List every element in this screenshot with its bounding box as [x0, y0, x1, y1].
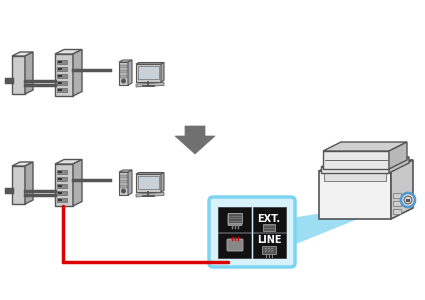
Bar	[57, 74, 67, 78]
Polygon shape	[136, 62, 164, 64]
Bar	[263, 224, 275, 230]
Polygon shape	[119, 170, 132, 172]
Polygon shape	[136, 64, 161, 82]
Polygon shape	[55, 54, 73, 96]
Bar	[324, 173, 386, 181]
Polygon shape	[119, 60, 132, 62]
Bar	[120, 175, 127, 178]
Polygon shape	[321, 167, 389, 173]
Bar	[58, 178, 62, 180]
Bar	[58, 192, 62, 194]
Polygon shape	[12, 52, 33, 56]
Polygon shape	[128, 60, 132, 85]
Polygon shape	[12, 56, 25, 94]
Bar	[120, 75, 127, 78]
Circle shape	[271, 248, 273, 249]
Circle shape	[265, 250, 267, 252]
Bar	[406, 199, 410, 202]
Bar	[58, 199, 62, 201]
Bar	[57, 170, 67, 174]
Polygon shape	[55, 160, 82, 164]
Text: LINE: LINE	[257, 235, 281, 245]
Circle shape	[265, 248, 267, 249]
Bar	[57, 67, 67, 71]
Bar	[393, 209, 401, 214]
Polygon shape	[323, 151, 389, 169]
Polygon shape	[175, 126, 215, 154]
Polygon shape	[389, 142, 407, 169]
Circle shape	[122, 79, 125, 83]
Polygon shape	[389, 157, 409, 173]
Bar	[58, 185, 62, 187]
Bar	[57, 81, 67, 85]
Circle shape	[122, 189, 125, 193]
Bar	[262, 246, 276, 254]
Bar	[58, 171, 62, 173]
Bar	[57, 177, 67, 181]
Polygon shape	[323, 142, 407, 151]
Polygon shape	[73, 50, 82, 96]
Polygon shape	[136, 172, 164, 174]
Bar	[57, 88, 67, 92]
Bar	[58, 75, 62, 77]
Polygon shape	[119, 62, 128, 85]
Bar	[120, 180, 127, 183]
Bar	[393, 193, 401, 198]
Polygon shape	[128, 170, 132, 195]
Bar	[58, 61, 62, 63]
Polygon shape	[55, 164, 73, 206]
Polygon shape	[55, 50, 82, 54]
Bar	[218, 233, 251, 258]
Polygon shape	[136, 82, 164, 87]
Polygon shape	[12, 162, 33, 166]
Bar	[393, 201, 401, 206]
Circle shape	[271, 250, 273, 252]
Circle shape	[268, 250, 270, 252]
Polygon shape	[136, 174, 161, 192]
Bar	[58, 82, 62, 84]
Bar	[57, 184, 67, 188]
FancyBboxPatch shape	[209, 197, 295, 267]
Polygon shape	[12, 166, 25, 204]
Bar	[228, 212, 242, 223]
Bar	[58, 68, 62, 70]
Bar	[218, 207, 251, 232]
Bar	[57, 191, 67, 195]
Bar	[120, 65, 127, 68]
Bar	[58, 89, 62, 91]
Bar	[138, 66, 159, 79]
FancyBboxPatch shape	[228, 214, 242, 226]
Polygon shape	[119, 172, 128, 195]
Bar	[120, 70, 127, 73]
Text: EXT.: EXT.	[258, 214, 281, 224]
Polygon shape	[73, 160, 82, 206]
Circle shape	[268, 248, 270, 249]
Polygon shape	[25, 52, 33, 94]
Bar	[253, 233, 286, 258]
Bar	[138, 176, 159, 189]
Polygon shape	[319, 160, 413, 171]
Polygon shape	[321, 157, 409, 167]
Bar	[120, 185, 127, 188]
Polygon shape	[161, 62, 164, 82]
Circle shape	[404, 196, 412, 204]
Polygon shape	[136, 193, 164, 197]
Polygon shape	[25, 162, 33, 204]
Polygon shape	[291, 200, 405, 246]
Circle shape	[401, 193, 415, 207]
Bar	[57, 60, 67, 64]
Bar	[253, 207, 286, 232]
Bar	[57, 198, 67, 202]
Polygon shape	[391, 160, 413, 219]
Polygon shape	[161, 172, 164, 192]
Polygon shape	[319, 171, 391, 219]
FancyBboxPatch shape	[227, 239, 243, 251]
